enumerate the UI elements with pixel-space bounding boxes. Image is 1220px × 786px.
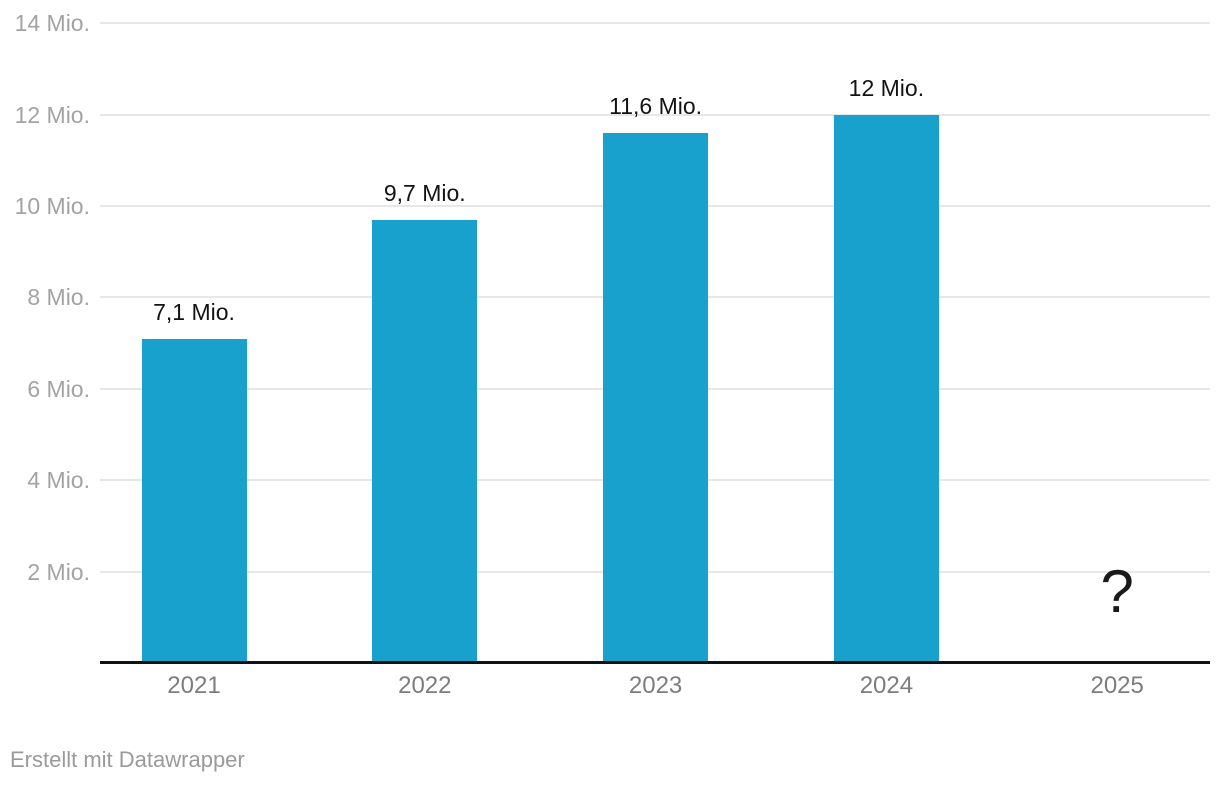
bar-2022 bbox=[372, 220, 478, 663]
x-axis-tick-label-2021: 2021 bbox=[167, 672, 221, 699]
y-axis-tick-label: 2 Mio. bbox=[27, 558, 90, 585]
bar-2023 bbox=[603, 133, 709, 663]
value-label-2023: 11,6 Mio. bbox=[609, 93, 703, 119]
missing-value-marker-2025: ? bbox=[1100, 558, 1134, 625]
value-label-2024: 12 Mio. bbox=[848, 75, 925, 101]
gridline-14 bbox=[100, 22, 1210, 25]
x-axis-tick-label-2024: 2024 bbox=[859, 672, 914, 699]
y-axis-tick-label: 6 Mio. bbox=[27, 375, 90, 402]
x-axis-tick-label-2022: 2022 bbox=[398, 672, 452, 699]
x-axis-baseline bbox=[100, 661, 1210, 664]
x-axis-tick-label-2023: 2023 bbox=[628, 672, 683, 699]
bar-2021 bbox=[141, 339, 247, 663]
y-axis-tick-label: 14 Mio. bbox=[14, 10, 90, 37]
value-label-2022: 9,7 Mio. bbox=[383, 180, 466, 206]
y-axis-tick-label: 8 Mio. bbox=[27, 284, 90, 311]
attribution-text: Erstellt mit Datawrapper bbox=[10, 747, 245, 772]
y-axis-tick-label: 10 Mio. bbox=[14, 193, 90, 219]
gridline-12 bbox=[100, 113, 1210, 116]
y-axis-tick-label: 4 Mio. bbox=[27, 467, 90, 494]
x-axis-tick-label-2025: 2025 bbox=[1090, 672, 1144, 699]
bar-2024 bbox=[833, 115, 939, 663]
y-axis-tick-label: 12 Mio. bbox=[14, 101, 90, 128]
value-label-2021: 7,1 Mio. bbox=[153, 299, 235, 325]
